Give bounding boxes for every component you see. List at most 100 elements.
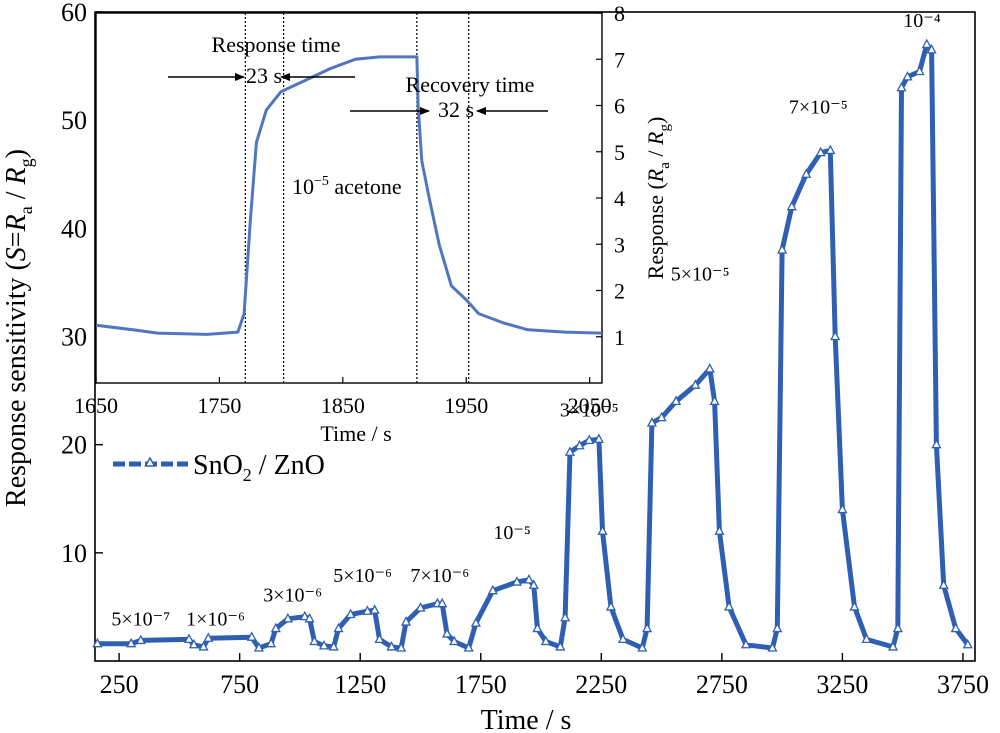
main-y-tick-label: 50 — [61, 106, 87, 135]
main-data-point — [921, 38, 932, 49]
inset-y-tick-label: 2 — [614, 279, 625, 304]
main-data-point — [646, 417, 658, 427]
main-data-point — [637, 642, 648, 652]
concentration-label: 5×10⁻⁵ — [671, 263, 730, 285]
inset-y-tick-label: 5 — [614, 140, 625, 165]
legend: SnO2 / ZnO — [113, 450, 325, 485]
main-y-tick-label: 60 — [61, 0, 87, 27]
main-data-point — [642, 622, 653, 633]
concentration-label: 3×10⁻⁶ — [263, 585, 322, 607]
main-data-point — [926, 43, 937, 54]
main-data-point — [265, 637, 277, 648]
main-data-point — [560, 611, 571, 622]
main-data-point — [777, 244, 788, 254]
main-data-point — [437, 597, 448, 608]
concentration-label: 7×10⁻⁶ — [410, 565, 469, 587]
main-data-point — [369, 604, 380, 614]
inset-x-tick-label: 1750 — [197, 393, 241, 418]
response-time-value: 23 s — [246, 63, 282, 88]
main-data-point — [837, 503, 848, 514]
main-x-tick-label: 750 — [220, 670, 259, 699]
main-series-line — [97, 42, 970, 651]
main-data-point — [540, 635, 551, 646]
main-data-point — [584, 434, 595, 444]
main-data-point — [470, 617, 482, 627]
inset-y-axis-title: Response (Ra / Rg) — [643, 117, 673, 280]
main-x-axis-title: Time / s — [481, 705, 572, 733]
main-series — [92, 38, 973, 652]
main-data-point — [511, 576, 523, 586]
main-data-point — [400, 616, 412, 626]
main-data-point — [309, 635, 320, 646]
main-concentration-labels: 5×10⁻⁷ 1×10⁻⁶ 3×10⁻⁶ 5×10⁻⁶ 7×10⁻⁶ 10⁻⁵ 3×10⁻⁵… — [111, 10, 940, 630]
concentration-label: 5×10⁻⁷ — [111, 608, 170, 630]
main-y-tick-label: 30 — [61, 323, 87, 352]
main-data-point — [555, 641, 566, 651]
main-x-tick-label: 2250 — [575, 670, 627, 699]
main-x-tick-label: 3750 — [937, 670, 989, 699]
main-data-point — [670, 395, 682, 406]
main-data-point — [528, 579, 539, 589]
main-data-point — [931, 438, 942, 449]
main-data-point — [914, 65, 925, 76]
main-data-point — [92, 637, 103, 648]
main-y-tick-label: 40 — [61, 214, 87, 243]
main-data-point — [188, 638, 199, 649]
main-y-tick-label: 20 — [61, 431, 87, 460]
inset-series — [95, 55, 603, 336]
main-data-point — [902, 71, 913, 81]
main-data-point — [938, 579, 949, 589]
inset-y-tick-label: 1 — [614, 325, 625, 350]
main-data-point — [532, 622, 543, 633]
main-data-point — [183, 633, 195, 644]
main-data-point — [203, 632, 214, 642]
main-data-point — [253, 642, 265, 652]
inset-axis-ticks: 1650 1750 1850 1950 2050 1 2 3 4 5 6 7 8 — [74, 1, 625, 418]
main-data-point — [801, 168, 812, 178]
main-data-point — [825, 144, 836, 155]
inset-series-line — [95, 55, 603, 336]
main-data-point — [605, 601, 617, 611]
main-data-point — [374, 633, 385, 644]
inset-y-tick-label: 7 — [614, 47, 625, 72]
main-data-point — [198, 641, 209, 651]
main-data-point — [714, 525, 725, 535]
main-data-point — [126, 637, 137, 648]
main-data-point — [830, 330, 841, 341]
main-data-point — [896, 81, 907, 92]
main-data-point — [786, 200, 797, 211]
main-y-tick-label: 10 — [61, 539, 87, 568]
concentration-label: 5×10⁻⁶ — [333, 565, 392, 587]
main-data-point — [617, 633, 629, 644]
main-data-point — [690, 379, 701, 389]
main-data-point — [704, 363, 715, 373]
main-x-tick-label: 1250 — [334, 670, 386, 699]
main-data-point — [861, 633, 872, 644]
main-data-point — [815, 146, 826, 157]
main-data-point — [709, 395, 720, 406]
recovery-time-label: Recovery time — [406, 72, 535, 97]
inset-x-tick-label: 2050 — [568, 393, 612, 418]
main-data-point — [887, 641, 899, 651]
main-data-point — [487, 584, 498, 595]
recovery-time-value: 32 s — [438, 97, 474, 122]
main-data-point — [304, 612, 315, 623]
main-x-tick-label: 2750 — [696, 670, 748, 699]
main-data-point — [318, 639, 330, 650]
main-data-point — [597, 525, 608, 535]
acetone-label: 10−5 acetone — [292, 174, 402, 199]
inset-x-axis-title: Time / s — [320, 421, 391, 446]
main-data-point — [449, 635, 460, 646]
main-data-point — [950, 622, 961, 633]
main-data-point — [328, 641, 339, 651]
main-data-point — [463, 642, 474, 652]
main-data-point — [656, 411, 667, 422]
inset-y-tick-label: 3 — [614, 232, 625, 257]
concentration-label: 7×10⁻⁵ — [789, 97, 848, 119]
inset-y-tick-label: 6 — [614, 94, 625, 119]
main-x-tick-label: 250 — [100, 670, 139, 699]
main-data-point — [396, 642, 407, 652]
inset-x-tick-label: 1650 — [74, 393, 118, 418]
main-data-point — [767, 642, 778, 652]
